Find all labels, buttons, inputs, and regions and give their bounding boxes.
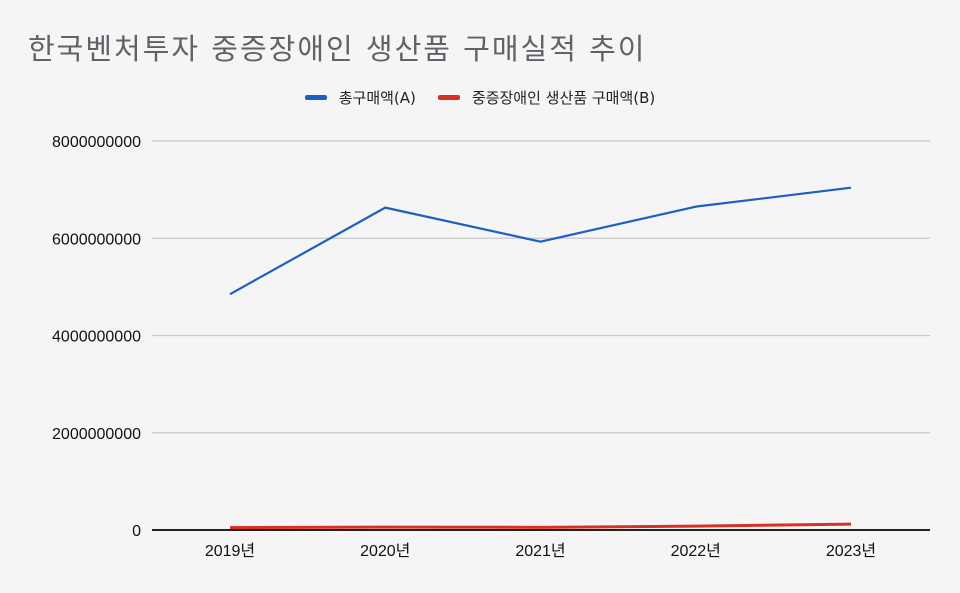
y-tick-label: 4000000000: [52, 329, 141, 346]
legend-swatch-red-icon: [437, 95, 460, 100]
legend-item-total: 총구매액(A): [304, 87, 416, 108]
legend-item-disabled-products: 중증장애인 생산품 구매액(B): [437, 87, 656, 108]
series-line-disabled-products: [229, 522, 852, 530]
x-tick-label: 2019년: [205, 542, 255, 560]
y-tick-label: 2000000000: [52, 426, 141, 443]
legend-label-disabled-products: 중증장애인 생산품 구매액(B): [471, 89, 656, 107]
y-tick-label: 0: [132, 523, 141, 540]
x-tick-label: 2023년: [826, 542, 876, 560]
chart-title: 한국벤처투자 중증장애인 생산품 구매실적 추이: [28, 32, 647, 66]
y-tick-label: 8000000000: [52, 134, 141, 151]
x-tick-label: 2020년: [360, 542, 410, 560]
y-tick-label: 6000000000: [52, 231, 141, 248]
legend-label-total: 총구매액(A): [338, 89, 416, 107]
series-line-total: [229, 186, 852, 296]
x-tick-label: 2022년: [671, 542, 721, 560]
x-tick-label: 2021년: [515, 542, 565, 560]
legend: 총구매액(A) 중증장애인 생산품 구매액(B): [0, 87, 960, 108]
legend-swatch-blue-icon: [304, 95, 327, 100]
